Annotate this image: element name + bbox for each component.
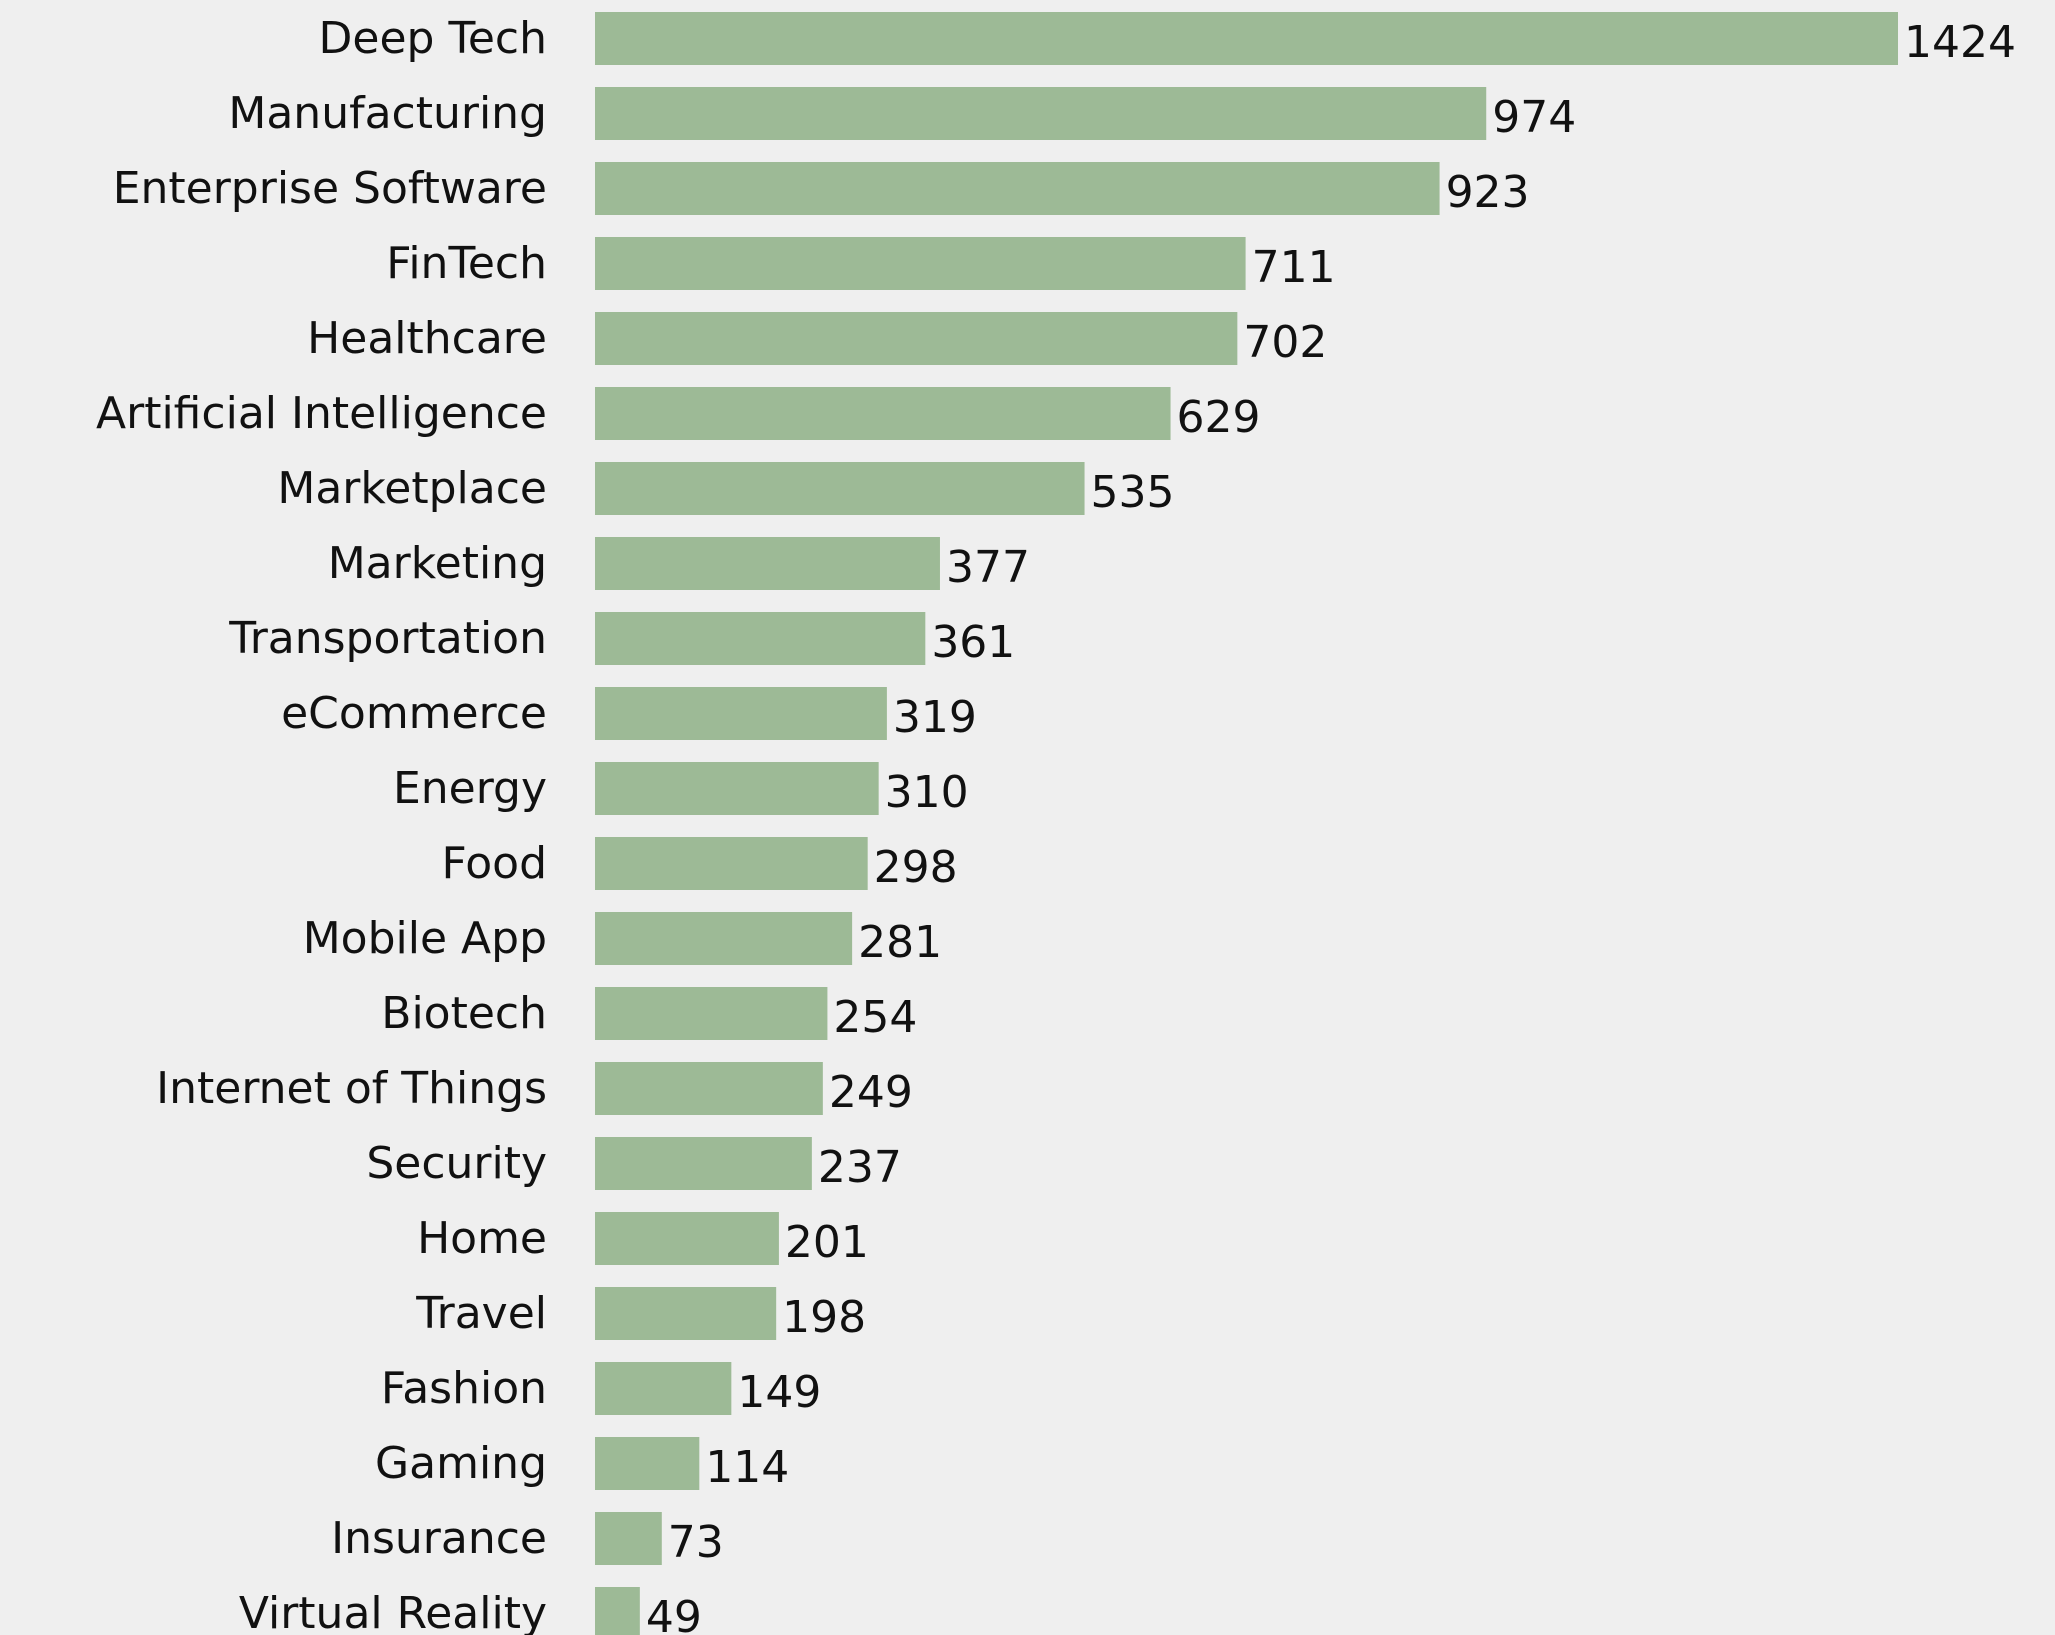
category-label-home: Home [417, 1213, 547, 1264]
bars-group [595, 12, 1898, 1635]
value-label-internet-of-things: 249 [829, 1067, 913, 1118]
bar-ecommerce [595, 687, 887, 740]
category-label-artificial-intelligence: Artificial Intelligence [96, 388, 547, 439]
bar-transportation [595, 612, 926, 665]
category-label-insurance: Insurance [331, 1513, 547, 1564]
value-label-biotech: 254 [833, 992, 917, 1043]
value-label-virtual-reality: 49 [646, 1592, 702, 1635]
category-label-travel: Travel [415, 1288, 547, 1339]
value-label-manufacturing: 974 [1492, 92, 1576, 143]
bar-virtual-reality [595, 1587, 640, 1635]
bar-home [595, 1212, 779, 1265]
bar-mobile-app [595, 912, 853, 965]
category-label-manufacturing: Manufacturing [228, 88, 547, 139]
bar-healthcare [595, 312, 1238, 365]
category-label-virtual-reality: Virtual Reality [239, 1588, 547, 1635]
bar-fintech [595, 237, 1246, 290]
bar-enterprise-software [595, 162, 1440, 215]
bar-security [595, 1137, 812, 1190]
value-label-security: 237 [818, 1142, 902, 1193]
value-label-enterprise-software: 923 [1446, 167, 1530, 218]
value-label-transportation: 361 [931, 617, 1015, 668]
bar-manufacturing [595, 87, 1487, 140]
category-label-enterprise-software: Enterprise Software [113, 163, 547, 214]
category-label-transportation: Transportation [228, 613, 547, 664]
category-label-biotech: Biotech [381, 988, 547, 1039]
value-label-travel: 198 [782, 1292, 866, 1343]
value-label-ecommerce: 319 [893, 692, 977, 743]
bar-travel [595, 1287, 777, 1340]
bar-gaming [595, 1437, 700, 1490]
bar-marketplace [595, 462, 1085, 515]
category-label-deep-tech: Deep Tech [319, 13, 548, 64]
category-label-internet-of-things: Internet of Things [156, 1063, 547, 1114]
bar-food [595, 837, 868, 890]
value-label-fintech: 711 [1252, 242, 1336, 293]
bar-marketing [595, 537, 940, 590]
category-label-marketplace: Marketplace [277, 463, 547, 514]
bar-insurance [595, 1512, 662, 1565]
value-label-food: 298 [874, 842, 958, 893]
category-label-energy: Energy [393, 763, 547, 814]
category-label-security: Security [366, 1138, 547, 1189]
value-label-home: 201 [785, 1217, 869, 1268]
value-label-marketing: 377 [946, 542, 1030, 593]
category-label-fashion: Fashion [381, 1363, 547, 1414]
value-label-deep-tech: 1424 [1904, 17, 2016, 68]
bar-internet-of-things [595, 1062, 823, 1115]
category-label-ecommerce: eCommerce [281, 688, 547, 739]
category-label-food: Food [441, 838, 547, 889]
bar-artificial-intelligence [595, 387, 1171, 440]
category-label-fintech: FinTech [386, 238, 547, 289]
value-label-marketplace: 535 [1091, 467, 1175, 518]
bar-deep-tech [595, 12, 1898, 65]
value-label-energy: 310 [885, 767, 969, 818]
bar-biotech [595, 987, 828, 1040]
value-label-mobile-app: 281 [858, 917, 942, 968]
value-label-fashion: 149 [737, 1367, 821, 1418]
bar-energy [595, 762, 879, 815]
value-label-artificial-intelligence: 629 [1177, 392, 1261, 443]
category-label-healthcare: Healthcare [307, 313, 547, 364]
category-label-gaming: Gaming [375, 1438, 547, 1489]
value-label-gaming: 114 [705, 1442, 789, 1493]
category-label-mobile-app: Mobile App [303, 913, 547, 964]
category-labels-group: Deep Tech Manufacturing Enterprise Softwar… [96, 13, 547, 1635]
value-label-insurance: 73 [668, 1517, 724, 1568]
bar-fashion [595, 1362, 732, 1415]
value-label-healthcare: 702 [1243, 317, 1327, 368]
category-label-marketing: Marketing [328, 538, 547, 589]
